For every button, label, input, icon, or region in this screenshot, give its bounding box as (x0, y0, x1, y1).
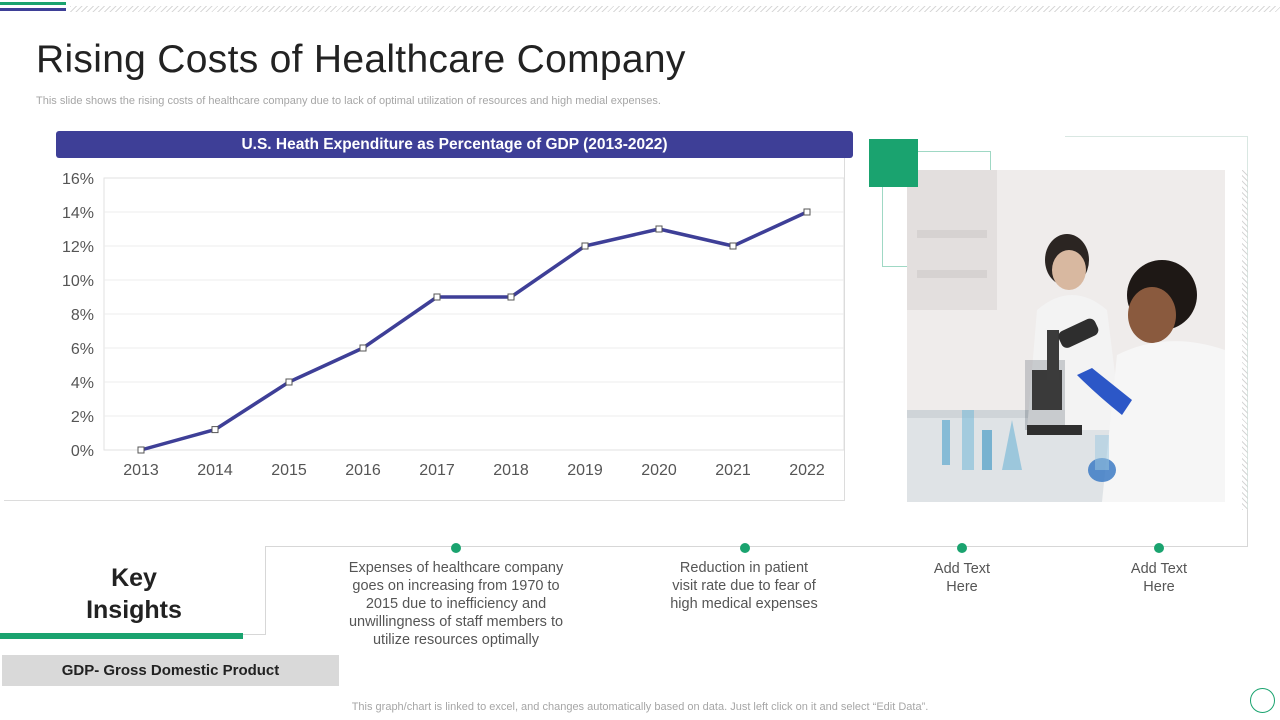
y-tick-label: 6% (71, 341, 94, 358)
y-tick-label: 8% (71, 307, 94, 324)
x-tick-label: 2013 (123, 462, 159, 479)
chart-frame[interactable]: 0% 2% 4% 6% 8% 10% 12% 14% 16% 2013 2014 2015 2016 20… (4, 158, 845, 501)
insights-divider-connector (243, 634, 266, 635)
y-tick-label: 2% (71, 409, 94, 426)
y-tick-label: 0% (71, 443, 94, 460)
data-point (729, 242, 737, 250)
data-point (803, 208, 811, 216)
y-tick-label: 16% (62, 171, 94, 188)
key-insights-title-line2: Insights (86, 596, 182, 624)
y-tick-label: 4% (71, 375, 94, 392)
series-line (140, 210, 808, 452)
y-tick-label: 14% (62, 205, 94, 222)
x-tick-label: 2017 (419, 462, 455, 479)
data-point (359, 344, 367, 352)
x-tick-label: 2021 (715, 462, 751, 479)
page-subtitle: This slide shows the rising costs of hea… (36, 95, 661, 107)
photo-green-square (869, 139, 918, 187)
lab-photo (907, 170, 1225, 502)
line-chart[interactable]: 0% 2% 4% 6% 8% 10% 12% 14% 16% 2013 2014 2015 2016 20… (4, 158, 844, 500)
insight-text-2: Reduction in patient visit rate due to f… (670, 560, 818, 612)
data-point (211, 426, 219, 434)
x-tick-label: 2016 (345, 462, 381, 479)
data-point (581, 242, 589, 250)
chart-title: U.S. Heath Expenditure as Percentage of … (56, 131, 853, 158)
corner-circle-icon (1250, 688, 1275, 713)
insight-dot-4 (1154, 543, 1164, 553)
key-insights-title-line1: Key (111, 564, 157, 592)
top-green-bar (0, 2, 66, 5)
x-tick-label: 2015 (271, 462, 307, 479)
page-title: Rising Costs of Healthcare Company (36, 38, 686, 81)
photo-hatch-pattern (1242, 170, 1248, 510)
y-tick-label: 12% (62, 239, 94, 256)
footer-note: This graph/chart is linked to excel, and… (351, 701, 929, 713)
top-blue-bar (0, 8, 66, 11)
x-tick-label: 2020 (641, 462, 677, 479)
data-point (655, 225, 663, 233)
insights-divider-vertical (265, 546, 266, 635)
key-insights-underline (0, 633, 243, 639)
lab-scene-illustration (907, 170, 1225, 502)
insights-divider-right (1247, 510, 1248, 547)
top-decoration (0, 2, 1280, 14)
insight-dot-3 (957, 543, 967, 553)
insight-dot-2 (740, 543, 750, 553)
key-insights-title: Key Insights (60, 562, 208, 626)
x-tick-label: 2019 (567, 462, 603, 479)
data-point (137, 446, 145, 454)
x-tick-label: 2022 (789, 462, 825, 479)
x-tick-label: 2018 (493, 462, 529, 479)
data-point (285, 378, 293, 386)
top-hatch-pattern (70, 6, 1280, 12)
insight-text-1: Expenses of healthcare company goes on i… (348, 560, 564, 648)
data-point (433, 293, 441, 301)
insight-text-4: Add Text Here (1130, 561, 1188, 595)
insights-divider (265, 546, 1248, 547)
data-point (507, 293, 515, 301)
y-tick-label: 10% (62, 273, 94, 290)
insight-text-3: Add Text Here (933, 561, 991, 595)
gdp-note: GDP- Gross Domestic Product (2, 655, 339, 686)
insight-dot-1 (451, 543, 461, 553)
x-tick-label: 2014 (197, 462, 233, 479)
